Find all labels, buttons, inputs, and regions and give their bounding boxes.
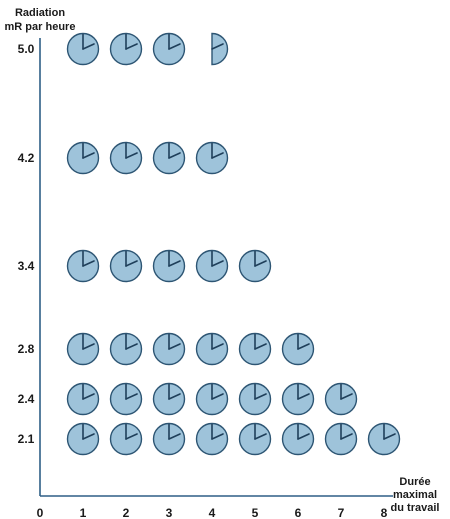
y-tick-2.8: 2.8 [18,342,35,356]
clock-icon [152,249,186,283]
x-tick-7: 7 [338,506,345,519]
x-tick-4: 4 [209,506,216,519]
clock-icon [66,332,100,366]
clock-icon [66,249,100,283]
clock-icon [66,141,100,175]
clock-row-2.4 [66,382,358,416]
clock-icon [195,332,229,366]
x-tick-3: 3 [166,506,173,519]
clock-icon [281,332,315,366]
clock-icon [195,422,229,456]
clock-icon [195,141,229,175]
clock-rows [66,32,401,456]
clock-icon [281,382,315,416]
clock-icon [195,249,229,283]
clock-icon [109,141,143,175]
clock-icon [109,382,143,416]
clock-icon [238,249,272,283]
x-tick-8: 8 [381,506,388,519]
clock-icon [152,382,186,416]
clock-icon [152,332,186,366]
half-clock-icon [211,32,229,66]
clock-icon [238,382,272,416]
clock-row-2.1 [66,422,401,456]
clock-icon [109,32,143,66]
y-tick-5.0: 5.0 [18,42,35,56]
y-tick-3.4: 3.4 [18,259,35,273]
x-tick-5: 5 [252,506,259,519]
clock-icon [152,141,186,175]
clock-icon [324,422,358,456]
y-axis-title: Radiation mR par heure [5,7,76,33]
x-axis-title-line-2: maximal [393,489,437,501]
y-axis-title-line-2: mR par heure [5,21,76,33]
y-tick-2.4: 2.4 [18,392,35,406]
y-axis-title-line-1: Radiation [15,7,65,19]
clock-icon [152,32,186,66]
clock-icon [109,422,143,456]
clock-icon [238,332,272,366]
clock-icon [66,382,100,416]
clock-icon [66,422,100,456]
y-tick-4.2: 4.2 [18,151,35,165]
x-axis-title: Durée maximal du travail [391,476,440,514]
y-tick-labels: 5.0 4.2 3.4 2.8 2.4 2.1 [18,42,35,446]
clock-icon [109,249,143,283]
x-tick-2: 2 [123,506,130,519]
x-tick-labels: 0 1 2 3 4 5 6 7 8 [37,506,388,519]
clock-icon [66,32,100,66]
x-tick-0: 0 [37,506,44,519]
clock-icon [152,422,186,456]
clock-icon [109,332,143,366]
y-tick-2.1: 2.1 [18,432,35,446]
clock-row-3.4 [66,249,272,283]
clock-row-4.2 [66,141,229,175]
clock-icon [367,422,401,456]
clock-icon [195,382,229,416]
clock-icon [281,422,315,456]
clock-row-2.8 [66,332,315,366]
clock-icon [324,382,358,416]
x-axis-title-line-3: du travail [391,502,440,514]
x-axis-title-line-1: Durée [399,476,430,488]
x-tick-1: 1 [80,506,87,519]
x-tick-6: 6 [295,506,302,519]
clock-row-5.0 [66,32,229,66]
clock-icon [238,422,272,456]
